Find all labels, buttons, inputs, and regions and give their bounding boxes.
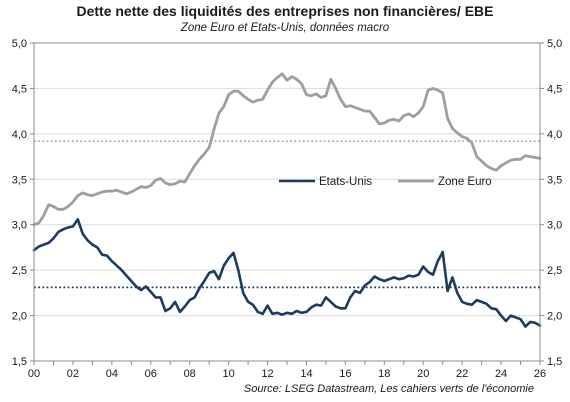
x-tick-label: 08 xyxy=(184,368,196,380)
x-tick-label: 14 xyxy=(300,368,312,380)
y-tick-label: 1,5 xyxy=(547,356,562,368)
x-tick-label: 18 xyxy=(378,368,390,380)
y-tick-label: 3,5 xyxy=(547,174,562,186)
y-tick-label: 5,0 xyxy=(547,38,562,50)
y-tick-label: 4,5 xyxy=(12,83,27,95)
chart-subtitle: Zone Euro et Etats-Unis, données macro xyxy=(180,22,390,34)
x-tick-label: 00 xyxy=(28,368,40,380)
y-tick-label: 2,0 xyxy=(12,311,27,323)
y-tick-label: 4,0 xyxy=(547,129,562,141)
x-tick-label: 02 xyxy=(67,368,79,380)
y-tick-label: 2,5 xyxy=(547,265,562,277)
y-axis-right: 1,5 2,0 2,5 3,0 3,5 4,0 4,5 5,0 xyxy=(540,38,562,368)
gridlines xyxy=(34,87,540,317)
x-tick-label: 24 xyxy=(495,368,507,380)
y-axis-left: 1,5 2,0 2,5 3,0 3,5 4,0 4,5 5,0 xyxy=(12,38,34,368)
x-tick-label: 06 xyxy=(145,368,157,380)
series-lines xyxy=(32,72,542,328)
x-axis: 00 02 04 06 08 10 12 14 16 18 20 22 24 26 xyxy=(28,361,546,380)
x-tick-label: 26 xyxy=(534,368,546,380)
series-line xyxy=(32,218,542,328)
x-tick-label: 16 xyxy=(339,368,351,380)
x-tick-label: 10 xyxy=(222,368,234,380)
y-tick-label: 2,5 xyxy=(12,265,27,277)
legend-label: Zone Euro xyxy=(438,176,492,188)
y-tick-label: 2,0 xyxy=(547,311,562,323)
source-note: Source: LSEG Datastream, Les cahiers ver… xyxy=(243,383,534,395)
x-tick-label: 20 xyxy=(417,368,429,380)
y-tick-label: 4,0 xyxy=(12,129,27,141)
legend-label: Etats-Unis xyxy=(319,176,372,188)
series-line xyxy=(32,72,542,227)
x-tick-label: 12 xyxy=(261,368,273,380)
y-tick-label: 1,5 xyxy=(12,356,27,368)
x-tick-label: 04 xyxy=(106,368,118,380)
legend: Etats-Unis Zone Euro xyxy=(279,176,492,188)
average-lines xyxy=(34,140,540,289)
x-tick-label: 22 xyxy=(456,368,468,380)
y-tick-label: 4,5 xyxy=(547,83,562,95)
y-tick-label: 3,0 xyxy=(547,220,562,232)
chart-title: Dette nette des liquidités des entrepris… xyxy=(76,3,494,19)
y-tick-label: 3,0 xyxy=(12,220,27,232)
y-tick-label: 3,5 xyxy=(12,174,27,186)
y-tick-label: 5,0 xyxy=(12,38,27,50)
